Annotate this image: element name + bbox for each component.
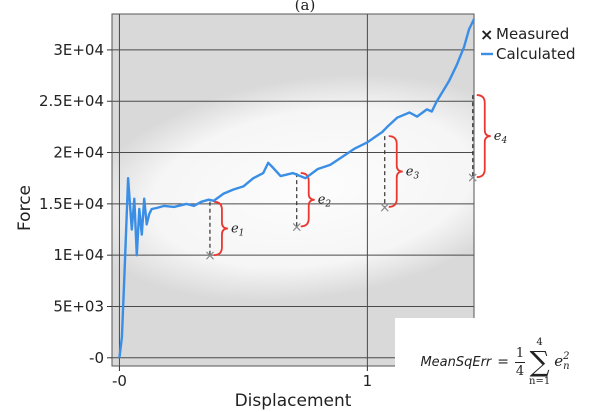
y-axis: -0 5E+03 1E+04 1.5E+04 2E+04 2.5E+04 3E+04 (39, 41, 112, 367)
calculated-series-line (118, 18, 476, 358)
y-tick-label-4: 2E+04 (53, 144, 104, 162)
formula-numerator: 1 (515, 345, 525, 361)
measured-point-1: × (204, 248, 216, 264)
y-tick-label-3: 1.5E+04 (39, 195, 104, 213)
term-sup: 2 (563, 351, 570, 362)
error-label-4: e4 (494, 129, 508, 146)
legend-calculated-label: Calculated (496, 45, 576, 63)
y-tick-label-2: 1E+04 (53, 246, 104, 264)
measured-point-3: × (379, 200, 391, 216)
y-tick-label-5: 2.5E+04 (39, 92, 104, 110)
formula-sum: 4 ∑ n=1 (529, 337, 550, 387)
error-label-2: e2 (318, 193, 332, 210)
panel-label: (a) (295, 0, 316, 14)
x-tick-label-1: 1 (363, 372, 373, 390)
error-brace-1 (213, 200, 228, 257)
measured-point-4: × (467, 170, 479, 186)
sigma-icon: ∑ (529, 345, 550, 378)
x-axis-title: Displacement (235, 391, 352, 411)
error-label-1: e1 (231, 221, 244, 238)
term-base: e (554, 352, 564, 370)
term-sub: n (563, 361, 570, 372)
grid-lines (112, 14, 474, 366)
highlight-glow (81, 74, 543, 302)
y-tick-label-1: 5E+03 (53, 297, 104, 315)
x-tick-label-0: -0 (112, 372, 127, 390)
y-tick-label-0: -0 (89, 349, 104, 367)
legend-measured-marker: × (480, 25, 493, 44)
formula-lhs: MeanSqErr (420, 354, 492, 370)
x-axis: -0 1 (112, 366, 372, 390)
error-label-3: e3 (406, 165, 420, 182)
sum-lower: n=1 (529, 376, 551, 387)
sum-upper: 4 (536, 337, 543, 348)
error-brace-4 (476, 94, 491, 179)
formula-fraction: 1 4 (515, 345, 526, 379)
measured-point-2: × (291, 219, 303, 235)
measured-series: × × × × (204, 170, 479, 264)
y-axis-title: Force (15, 185, 35, 231)
formula-equals: = (497, 354, 510, 370)
legend: × Measured Calculated (480, 25, 576, 63)
formula-denominator: 4 (515, 363, 525, 379)
plot-border (111, 13, 475, 367)
y-tick-label-6: 3E+04 (53, 41, 104, 59)
legend-measured-label: Measured (496, 25, 569, 43)
